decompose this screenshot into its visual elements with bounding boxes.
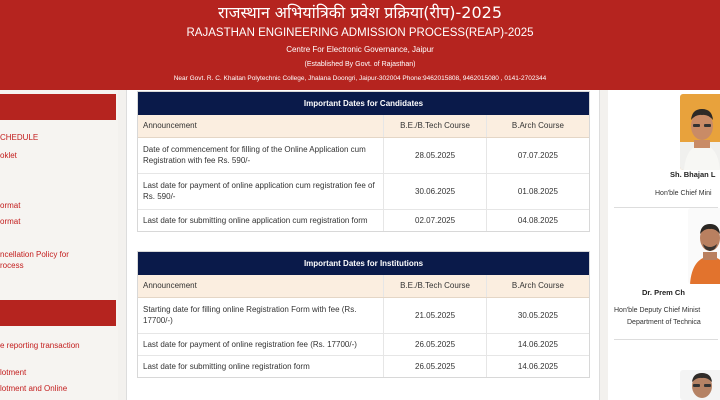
- announcement-cell: Starting date for filling online Registr…: [138, 296, 384, 333]
- table-row: Starting date for filling online Registr…: [138, 296, 589, 333]
- institutions-dates-table: Announcement B.E./B.Tech Course B.Arch C…: [138, 275, 589, 377]
- btech-date-cell: 26.05.2025: [383, 332, 487, 355]
- column-header-btech: B.E./B.Tech Course: [383, 275, 487, 298]
- sidebar-link-cancellation-policy[interactable]: ncellation Policy for: [0, 250, 69, 259]
- sidebar-link-cancellation-process[interactable]: rocess: [0, 261, 24, 270]
- btech-date-cell: 02.07.2025: [383, 208, 487, 231]
- sidebar-link-format-2[interactable]: ormat: [0, 217, 21, 226]
- announcement-cell: Last date for payment of online registra…: [138, 332, 384, 355]
- column-header-announcement: Announcement: [138, 115, 384, 138]
- table-row: Last date for payment of online applicat…: [138, 172, 589, 209]
- site-title-english: RAJASTHAN ENGINEERING ADMISSION PROCESS(…: [186, 27, 534, 39]
- deputy-chief-minister-name: Dr. Prem Ch: [642, 288, 685, 297]
- barch-date-cell: 04.08.2025: [485, 208, 589, 231]
- barch-date-cell: 30.05.2025: [485, 296, 589, 333]
- candidates-dates-title: Important Dates for Candidates: [138, 92, 589, 115]
- sidebar-link-booklet[interactable]: oklet: [0, 151, 17, 160]
- organisation-name: Centre For Electronic Governance, Jaipur: [286, 45, 434, 54]
- column-header-announcement: Announcement: [138, 275, 384, 298]
- table-header-row: Announcement B.E./B.Tech Course B.Arch C…: [138, 275, 589, 298]
- barch-date-cell: 01.08.2025: [485, 172, 589, 209]
- deputy-chief-minister-designation: Hon'ble Deputy Chief Minist: [614, 307, 701, 314]
- sidebar-link-allotment-online[interactable]: lotment and Online: [0, 384, 68, 393]
- candidates-dates-table: Announcement B.E./B.Tech Course B.Arch C…: [138, 115, 589, 231]
- contact-address: Near Govt. R. C. Khaitan Polytechnic Col…: [173, 75, 547, 82]
- candidates-dates-card: Important Dates for Candidates Announcem…: [137, 91, 590, 232]
- institutions-dates-card: Important Dates for Institutions Announc…: [137, 251, 590, 378]
- established-note: (Established By Govt. of Rajasthan): [304, 61, 416, 68]
- btech-date-cell: 21.05.2025: [383, 296, 487, 333]
- table-row: Last date for submitting online applicat…: [138, 208, 589, 231]
- site-header: राजस्थान अभियांत्रिकी प्रवेश प्रक्रिया(र…: [0, 0, 720, 90]
- main-content: Important Dates for Candidates Announcem…: [126, 90, 600, 400]
- table-header-row: Announcement B.E./B.Tech Course B.Arch C…: [138, 115, 589, 138]
- divider: [614, 339, 718, 340]
- column-header-barch: B.Arch Course: [485, 115, 589, 138]
- sidebar-link-schedule[interactable]: CHEDULE: [0, 133, 39, 142]
- btech-date-cell: 26.05.2025: [383, 354, 487, 377]
- announcement-cell: Last date for submitting online applicat…: [138, 208, 384, 231]
- sidebar-section-bar: [0, 94, 116, 120]
- chief-minister-name: Sh. Bhajan L: [670, 170, 716, 179]
- sidebar-link-allotment[interactable]: lotment: [0, 368, 27, 377]
- barch-date-cell: 07.07.2025: [485, 136, 589, 173]
- left-sidebar: CHEDULE oklet ormat ormat ncellation Pol…: [0, 90, 118, 400]
- table-row: Date of commencement for filling of the …: [138, 136, 589, 173]
- chief-minister-designation: Hon'ble Chief Mini: [655, 190, 712, 197]
- deputy-chief-minister-photo: [688, 208, 720, 284]
- column-header-barch: B.Arch Course: [485, 275, 589, 298]
- dignitaries-panel: Sh. Bhajan L Hon'ble Chief Mini Dr. Prem…: [608, 90, 720, 400]
- sidebar-link-format-1[interactable]: ormat: [0, 201, 21, 210]
- table-row: Last date for payment of online registra…: [138, 332, 589, 355]
- announcement-cell: Last date for payment of online applicat…: [138, 172, 384, 209]
- announcement-cell: Last date for submitting online registra…: [138, 354, 384, 377]
- divider: [614, 207, 718, 208]
- deputy-chief-minister-department: Department of Technica: [627, 319, 701, 326]
- sidebar-link-reporting-transaction[interactable]: e reporting transaction: [0, 341, 80, 350]
- table-row: Last date for submitting online registra…: [138, 354, 589, 377]
- barch-date-cell: 14.06.2025: [485, 332, 589, 355]
- institutions-dates-title: Important Dates for Institutions: [138, 252, 589, 275]
- site-title-hindi: राजस्थान अभियांत्रिकी प्रवेश प्रक्रिया(र…: [217, 3, 502, 22]
- btech-date-cell: 30.06.2025: [383, 172, 487, 209]
- btech-date-cell: 28.05.2025: [383, 136, 487, 173]
- official-photo: [680, 370, 720, 400]
- barch-date-cell: 14.06.2025: [485, 354, 589, 377]
- sidebar-section-bar: [0, 300, 116, 326]
- chief-minister-photo: [680, 94, 720, 170]
- column-header-btech: B.E./B.Tech Course: [383, 115, 487, 138]
- announcement-cell: Date of commencement for filling of the …: [138, 136, 384, 173]
